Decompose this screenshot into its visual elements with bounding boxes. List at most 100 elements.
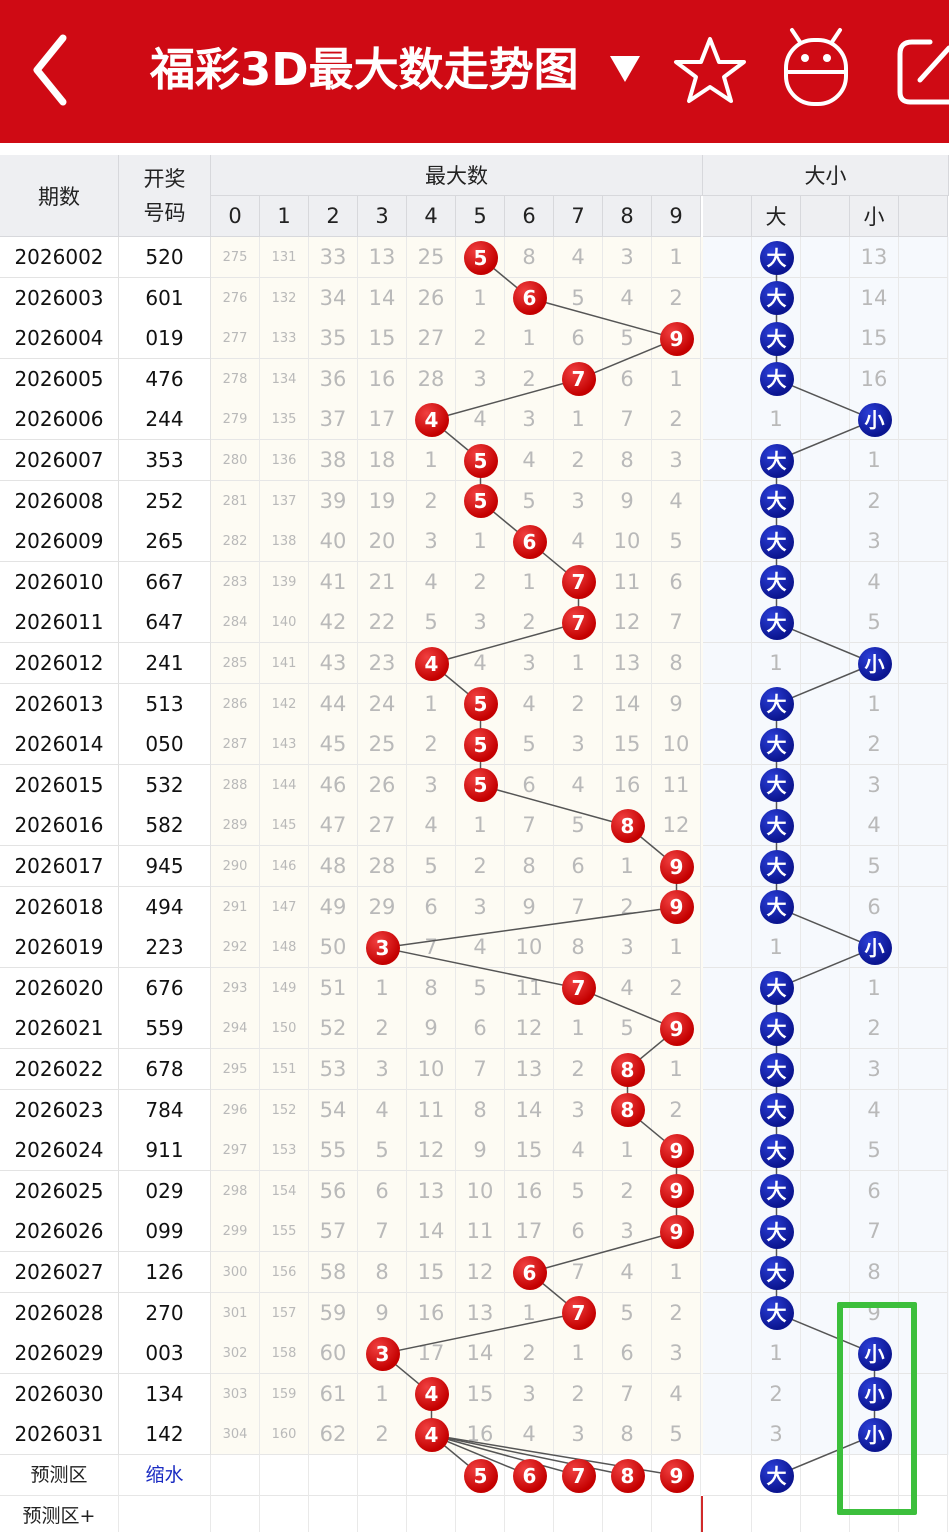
digit-cell: 14 bbox=[603, 683, 652, 725]
digit-cell: 1 bbox=[652, 927, 701, 969]
digit-cell: 35 bbox=[309, 318, 358, 360]
size-spacer-cell bbox=[801, 521, 850, 563]
digit-cell bbox=[407, 643, 456, 684]
robot-icon[interactable] bbox=[778, 26, 854, 110]
issue-cell: 2026020 bbox=[0, 967, 119, 1009]
row-bg-size bbox=[703, 927, 949, 969]
digit-cell: 286 bbox=[211, 683, 260, 725]
back-arrow-icon[interactable] bbox=[25, 30, 85, 110]
row-bg-digits bbox=[211, 358, 703, 400]
digit-cell: 58 bbox=[309, 1252, 358, 1293]
digit-cell: 1 bbox=[554, 399, 603, 441]
size-spacer-cell bbox=[703, 358, 752, 400]
digit-cell: 4 bbox=[554, 521, 603, 563]
digit-cell: 43 bbox=[309, 643, 358, 684]
dropdown-triangle-icon[interactable] bbox=[608, 52, 642, 84]
row-bg-size bbox=[703, 1373, 949, 1415]
digit-cell: 1 bbox=[652, 237, 701, 278]
digit-cell: 2 bbox=[652, 399, 701, 441]
digit-cell: 41 bbox=[309, 561, 358, 603]
row-bg-digits bbox=[211, 1211, 703, 1253]
size-spacer-cell bbox=[703, 521, 752, 563]
digit-cell: 17 bbox=[505, 1211, 554, 1253]
size-spacer-cell bbox=[899, 643, 948, 684]
digit-cell: 2 bbox=[456, 561, 505, 603]
size-spacer-cell bbox=[899, 440, 948, 481]
digit-cell: 6 bbox=[407, 886, 456, 928]
header-issue-label: 期数 bbox=[38, 184, 80, 209]
small-cell: 4 bbox=[850, 1089, 899, 1131]
shrink-link[interactable]: 缩水 bbox=[119, 1455, 211, 1496]
size-spacer-cell bbox=[703, 1089, 752, 1131]
size-spacer-cell bbox=[899, 561, 948, 603]
code-cell: 019 bbox=[119, 318, 211, 360]
digit-cell: 11 bbox=[603, 561, 652, 603]
prediction-size-line bbox=[776, 1434, 875, 1477]
row-bg-digits bbox=[211, 1252, 703, 1293]
prediction-line bbox=[431, 1434, 530, 1477]
digit-cell: 276 bbox=[211, 277, 260, 319]
digit-cell: 2 bbox=[456, 846, 505, 887]
digit-cell: 2 bbox=[505, 1333, 554, 1375]
digit-cell: 152 bbox=[260, 1089, 309, 1131]
edit-icon[interactable] bbox=[890, 30, 949, 110]
digit-cell: 14 bbox=[407, 1211, 456, 1253]
digit-cell: 6 bbox=[554, 846, 603, 887]
code-cell: 244 bbox=[119, 399, 211, 441]
digit-cell: 5 bbox=[505, 724, 554, 766]
digit-cell: 293 bbox=[211, 967, 260, 1009]
issue-cell: 2026005 bbox=[0, 358, 119, 400]
digit-cell: 283 bbox=[211, 561, 260, 603]
digit-cell: 2 bbox=[554, 440, 603, 481]
row-bg-digits bbox=[211, 602, 703, 644]
size-spacer-cell bbox=[703, 805, 752, 847]
header-spacer bbox=[899, 196, 948, 237]
digit-cell: 5 bbox=[358, 1130, 407, 1172]
digit-cell: 3 bbox=[358, 1049, 407, 1090]
digit-cell: 8 bbox=[505, 237, 554, 278]
max-digit-ball: 9 bbox=[659, 1133, 694, 1168]
issue-cell: 2026023 bbox=[0, 1089, 119, 1131]
page-title[interactable]: 福彩3D最大数走势图 bbox=[150, 43, 579, 96]
digit-cell: 5 bbox=[407, 846, 456, 887]
digit-cell: 47 bbox=[309, 805, 358, 847]
digit-cell: 6 bbox=[554, 318, 603, 360]
prediction-plus-cell bbox=[554, 1495, 603, 1532]
star-icon[interactable] bbox=[672, 34, 748, 106]
digit-cell: 4 bbox=[603, 277, 652, 319]
digit-cell bbox=[603, 1089, 652, 1131]
code-cell: 353 bbox=[119, 440, 211, 481]
big-cell: 1 bbox=[752, 1333, 801, 1375]
size-spacer-cell bbox=[703, 1252, 752, 1293]
digit-cell bbox=[407, 399, 456, 441]
digit-cell: 287 bbox=[211, 724, 260, 766]
digit-cell bbox=[456, 237, 505, 278]
digit-cell: 10 bbox=[603, 521, 652, 563]
small-cell: 1 bbox=[850, 683, 899, 725]
digit-cell: 160 bbox=[260, 1414, 309, 1456]
digit-cell: 6 bbox=[603, 358, 652, 400]
code-cell: 559 bbox=[119, 1008, 211, 1050]
digit-cell: 3 bbox=[505, 1373, 554, 1415]
small-cell bbox=[850, 399, 899, 441]
row-bg-size bbox=[703, 805, 949, 847]
digit-cell: 17 bbox=[358, 399, 407, 441]
size-spacer-cell bbox=[801, 1170, 850, 1212]
code-cell: 678 bbox=[119, 1049, 211, 1090]
row-bg-size bbox=[703, 683, 949, 725]
big-ball: 大 bbox=[759, 1011, 794, 1046]
prediction-ball: 5 bbox=[463, 1458, 498, 1493]
prediction-plus-size-cell bbox=[703, 1495, 752, 1532]
big-ball: 大 bbox=[759, 362, 794, 397]
digit-cell: 292 bbox=[211, 927, 260, 969]
max-digit-ball: 9 bbox=[659, 321, 694, 356]
digit-cell: 142 bbox=[260, 683, 309, 725]
header-size-group: 大小 bbox=[703, 155, 949, 196]
big-cell bbox=[752, 1292, 801, 1334]
row-bg-size bbox=[703, 561, 949, 603]
digit-cell: 14 bbox=[456, 1333, 505, 1375]
code-cell: 676 bbox=[119, 967, 211, 1009]
digit-cell: 7 bbox=[358, 1211, 407, 1253]
size-spacer-cell bbox=[801, 1211, 850, 1253]
digit-cell: 60 bbox=[309, 1333, 358, 1375]
